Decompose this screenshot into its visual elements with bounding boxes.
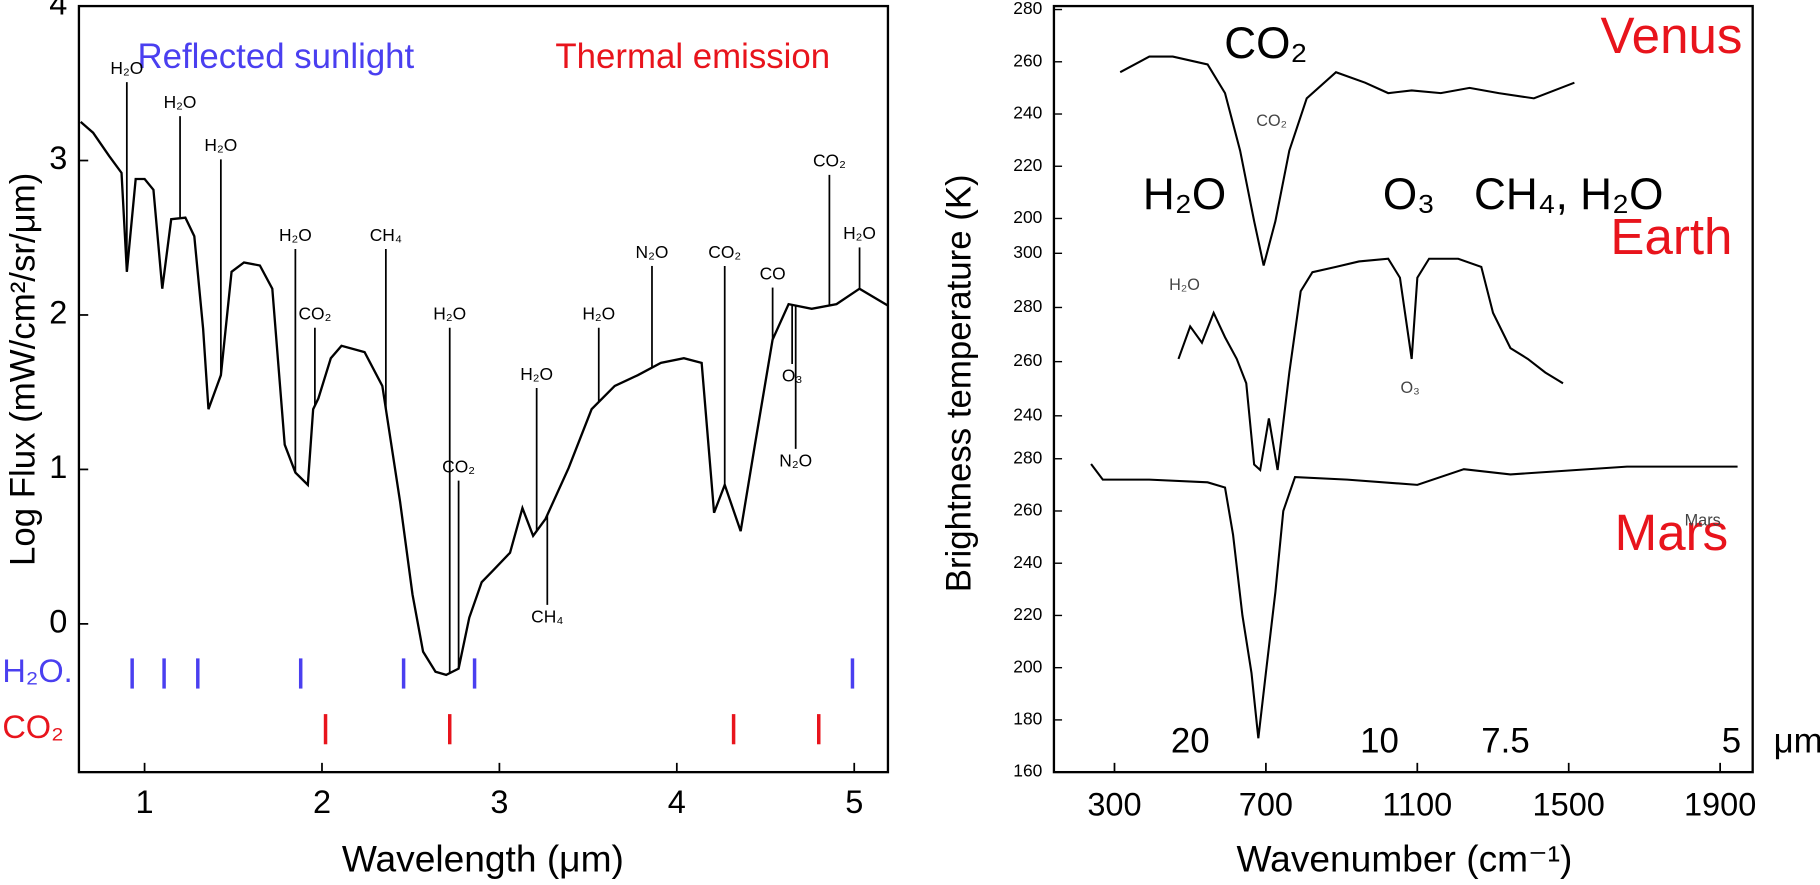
wavelength-label: 7.5 (1481, 721, 1529, 760)
molecule-label: CO₂ (442, 456, 475, 476)
spectrum-line (1119, 55, 1575, 266)
molecule-label: N₂O (779, 450, 812, 470)
wavelength-label: 5 (1722, 721, 1741, 760)
y-tick-label: 4 (49, 0, 67, 22)
x-tick-label: 700 (1239, 787, 1293, 823)
band-annotation: H₂O (1169, 276, 1200, 294)
y-tick-label: 1 (49, 449, 67, 485)
band-annotation: Mars (1685, 512, 1721, 530)
planet-name: Earth (1610, 208, 1732, 265)
y-tick-label: 280 (1013, 447, 1042, 467)
y-axis-label: Log Flux (mW/cm²/sr/μm) (4, 173, 43, 566)
right-frame (1052, 4, 1754, 774)
region-heading: Thermal emission (555, 37, 830, 76)
molecule-label: H₂O (110, 58, 143, 78)
molecule-label: O₃ (782, 365, 803, 385)
band-annotation: CO₂ (1224, 19, 1307, 68)
x-axis-label: Wavelength (μm) (342, 837, 624, 879)
band-annotation: O₃ (1400, 379, 1419, 397)
molecule-label: CO₂ (298, 304, 331, 324)
molecule-label: CH₄ (531, 606, 563, 626)
wavelength-label: 20 (1171, 721, 1210, 760)
y-tick-label: 220 (1013, 604, 1042, 624)
y-tick-label: 0 (49, 603, 67, 639)
x-tick-label: 1 (136, 784, 154, 820)
y-tick-label: 240 (1013, 552, 1042, 572)
molecule-label: H₂O (279, 225, 312, 245)
band-row-label: CO₂ (2, 709, 63, 745)
y-tick-label: 240 (1013, 103, 1042, 123)
molecule-label: CO₂ (708, 242, 741, 262)
wavelength-label: 10 (1360, 721, 1399, 760)
molecule-label: CO (760, 263, 786, 283)
region-heading: Reflected sunlight (137, 37, 414, 76)
x-tick-label: 1900 (1684, 787, 1756, 823)
molecule-label: H₂O (582, 304, 615, 324)
x-tick-label: 1500 (1533, 787, 1605, 823)
y-tick-label: 260 (1013, 50, 1042, 70)
planet-name: Mars (1615, 504, 1728, 561)
planet-name: Venus (1600, 7, 1742, 64)
molecule-label: CH₄ (370, 225, 402, 245)
x-tick-label: 3 (490, 784, 508, 820)
y-tick-label: 240 (1013, 404, 1042, 424)
band-annotation: CO₂ (1256, 112, 1287, 130)
molecule-label: H₂O (164, 92, 197, 112)
molecule-label: H₂O (520, 364, 553, 384)
y-tick-label: 200 (1013, 656, 1042, 676)
x-tick-label: 2 (313, 784, 331, 820)
y-tick-label: 3 (49, 140, 67, 176)
molecule-label: N₂O (636, 242, 669, 262)
top-axis-unit: μm (1774, 721, 1820, 760)
y-tick-label: 300 (1013, 242, 1042, 262)
spectrum-line (1090, 463, 1738, 739)
x-tick-label: 4 (668, 784, 686, 820)
band-row-label: H₂O. (2, 653, 72, 689)
y-tick-label: 200 (1013, 207, 1042, 227)
left-frame (77, 4, 890, 774)
y-tick-label: 280 (1013, 296, 1042, 316)
molecule-label: H₂O (433, 304, 466, 324)
y-tick-label: 260 (1013, 350, 1042, 370)
molecule-label: H₂O (204, 135, 237, 155)
y-tick-label: 280 (1013, 0, 1042, 18)
y-axis-label: Brightness temperature (K) (939, 174, 978, 592)
molecule-label: H₂O (843, 223, 876, 243)
band-annotation: H₂O (1143, 170, 1226, 219)
band-annotation: CH₄, H₂O (1474, 170, 1663, 219)
y-tick-label: 2 (49, 295, 67, 331)
spectrum-line (79, 121, 889, 677)
x-tick-label: 300 (1087, 787, 1141, 823)
y-tick-label: 220 (1013, 155, 1042, 175)
molecule-label: CO₂ (813, 151, 846, 171)
y-tick-label: 160 (1013, 761, 1042, 781)
x-tick-label: 1100 (1382, 787, 1452, 823)
x-tick-label: 5 (845, 784, 863, 820)
x-axis-label: Wavenumber (cm⁻¹) (1237, 837, 1573, 879)
y-tick-label: 260 (1013, 500, 1042, 520)
spectrum-line (1177, 257, 1564, 473)
y-tick-label: 180 (1013, 709, 1042, 729)
band-annotation: O₃ (1383, 170, 1435, 219)
